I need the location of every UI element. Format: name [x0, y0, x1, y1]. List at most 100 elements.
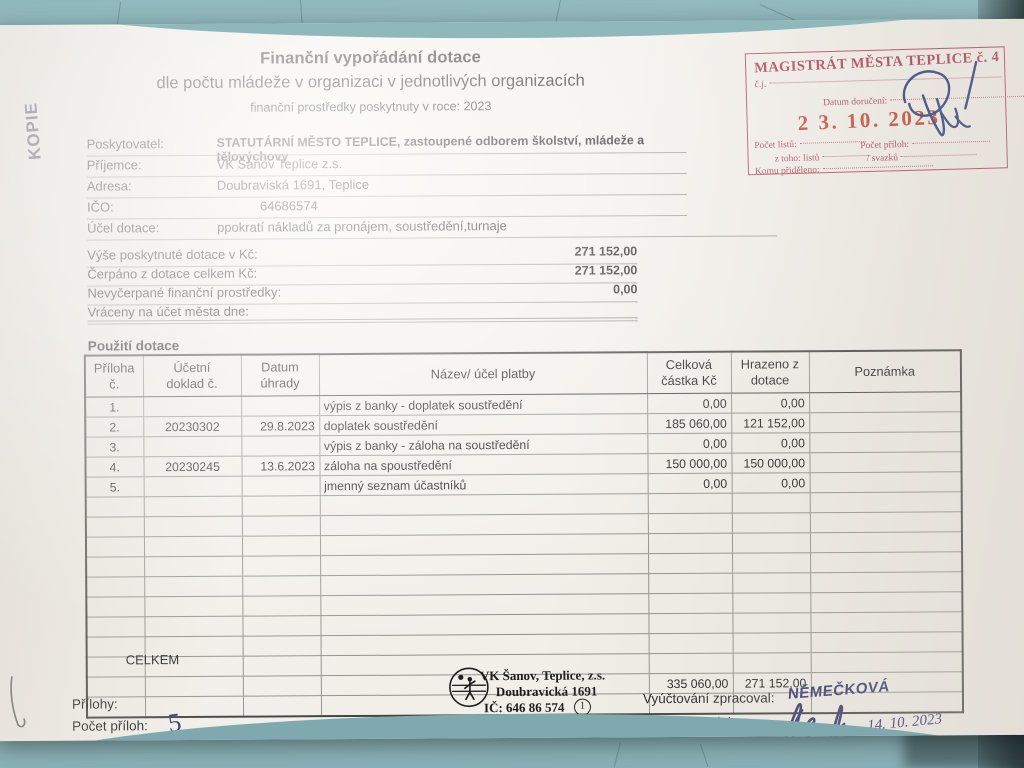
cell-empty [85, 536, 145, 558]
th-payment-purpose: Název/ účel platby [318, 352, 648, 396]
cell-empty [732, 652, 811, 674]
cell-empty [86, 616, 145, 638]
cell-empty [648, 593, 733, 614]
cell-payment-date [241, 475, 320, 497]
cell-payment-date: 29.8.2023 [241, 415, 320, 437]
cell-empty [241, 535, 321, 557]
attachments-label: Přílohy: [71, 696, 118, 712]
field-row-provider: Poskytovatel: STATUTÁRNÍ MĚSTO TEPLICE, … [87, 133, 687, 164]
cell-note [809, 451, 962, 473]
cell-empty [732, 632, 811, 654]
cell-covered-by-grant: 0,00 [731, 392, 810, 414]
cell-empty [242, 595, 321, 617]
th-document-no: Účetní doklad č. [142, 354, 242, 397]
prepared-by-label: Vyúčtování zpracoval: [642, 690, 775, 707]
cell-empty [144, 556, 243, 577]
cell-empty [242, 655, 321, 677]
cell-empty [320, 573, 649, 596]
th-note: Poznámka [808, 350, 962, 393]
cell-empty [143, 516, 242, 537]
cell-note [809, 411, 962, 433]
cell-document-no: 20230245 [143, 456, 242, 477]
desk-scratch [613, 742, 621, 768]
th-covered-by-grant: Hrazeno z dotace [730, 351, 810, 394]
cell-empty [810, 551, 963, 573]
field-underline [87, 235, 778, 241]
field-value: ppokratí nákladů za pronájem, soustředěn… [217, 218, 507, 235]
field-label: Adresa: [86, 178, 132, 194]
cell-covered-by-grant: 121 152,00 [731, 412, 810, 434]
celkem-spacer-cell [144, 696, 244, 718]
cell-empty [86, 576, 145, 598]
cell-empty [320, 553, 649, 576]
cell-empty [319, 513, 648, 536]
cell-empty [731, 492, 810, 514]
stamp-field-sheet-count: Počet listů: [754, 138, 866, 151]
cell-empty [86, 676, 145, 698]
cell-empty [242, 675, 321, 697]
cell-empty [86, 596, 145, 618]
document-title: Finanční vypořádání dotace [260, 48, 481, 68]
cell-attachment-no: 3. [85, 436, 144, 458]
celkem-spacer-cell [242, 695, 322, 717]
amount-value: 271 152,00 [574, 263, 638, 278]
amount-value: 271 152,00 [574, 244, 638, 259]
cell-empty [648, 633, 733, 654]
field-value: VK Šanov Teplice z.s. [216, 156, 343, 172]
cell-empty [732, 572, 811, 594]
cell-empty [647, 513, 732, 534]
stamp-field-attachment-count: Počet příloh: [860, 138, 990, 151]
cell-empty [809, 491, 962, 513]
cell-empty [242, 555, 321, 577]
cell-empty [144, 676, 243, 697]
cell-empty [732, 612, 811, 634]
cell-empty [647, 533, 733, 554]
attachment-count-label: Počet příloh: [72, 718, 148, 734]
margin-handwritten-copy-note: KOPIE [21, 101, 45, 161]
field-value: 64686574 [259, 198, 318, 214]
cell-total-amount: 150 000,00 [647, 453, 732, 474]
cell-payment-date: 13.6.2023 [241, 455, 320, 477]
cell-attachment-no: 4. [85, 456, 144, 478]
cell-empty [809, 531, 963, 553]
cell-empty [320, 593, 649, 616]
cell-empty [810, 631, 963, 653]
cell-empty [242, 615, 321, 637]
amount-row-granted: Výše poskytnuté dotace v Kč: 271 152,00 [87, 244, 638, 268]
cell-empty [319, 493, 648, 516]
club-name: VK Šanov, Teplice, z.s. [479, 667, 606, 684]
stamp-field-of-which-sheets: z toho: listů [775, 152, 871, 164]
cell-empty [85, 496, 144, 518]
scanned-document-page: Finanční vypořádání dotace dle počtu mlá… [0, 18, 1024, 742]
field-label: IČO: [86, 199, 114, 215]
cell-empty [731, 512, 810, 534]
cell-total-amount: 0,00 [647, 473, 732, 494]
cell-empty [810, 571, 963, 593]
paperclip-mark-icon [10, 676, 26, 728]
stamp-title: MAGISTRÁT MĚSTA TEPLICE č. 4 [753, 49, 1000, 77]
grant-usage-table: Příloha č. Účetní doklad č. Datum úhrady [83, 349, 965, 719]
cell-empty [144, 616, 243, 637]
cell-empty [809, 511, 962, 533]
cell-document-no [143, 476, 242, 497]
cell-payment-purpose: výpis z banky - doplatek soustředění [319, 393, 648, 416]
stamp-date-received-value: 2 3. 10. 2023 [797, 104, 941, 136]
field-label: Účel dotace: [87, 220, 160, 236]
cell-empty [242, 575, 321, 597]
cell-payment-purpose: výpis z banky - záloha na soustředění [319, 433, 648, 456]
document-year-note: finanční prostředky poskytnuty v roce: 2… [250, 99, 492, 115]
cell-covered-by-grant: 150 000,00 [731, 452, 810, 474]
field-label: Příjemce: [86, 157, 142, 173]
cell-empty [648, 613, 733, 634]
cell-empty [648, 653, 733, 674]
amount-label: Čerpáno z dotace celkem Kč: [87, 265, 258, 282]
document-subtitle: dle počtu mládeže v organizaci v jednotl… [156, 71, 585, 93]
cell-attachment-no: 1. [85, 396, 144, 418]
cell-payment-date [241, 435, 320, 457]
stamp-field-assigned-to: Komu přiděleno: [755, 162, 933, 177]
cell-empty [647, 493, 732, 514]
cell-empty [242, 635, 321, 657]
cell-attachment-no: 2. [85, 416, 144, 438]
cell-payment-purpose: jmenný seznam účastníků [319, 473, 648, 496]
cell-document-no: 20230302 [143, 416, 242, 437]
